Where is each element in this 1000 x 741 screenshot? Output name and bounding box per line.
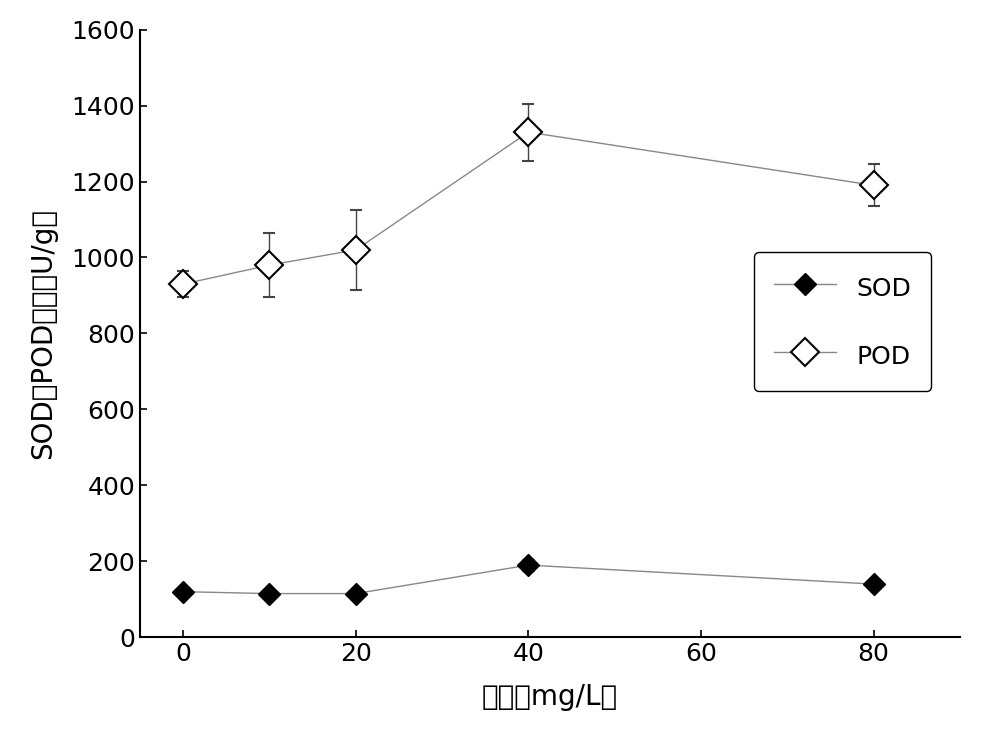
Legend: SOD, POD: SOD, POD: [754, 252, 931, 391]
X-axis label: 处理（mg/L）: 处理（mg/L）: [482, 682, 618, 711]
Y-axis label: SOD及POD活性（U/g）: SOD及POD活性（U/g）: [30, 208, 58, 459]
